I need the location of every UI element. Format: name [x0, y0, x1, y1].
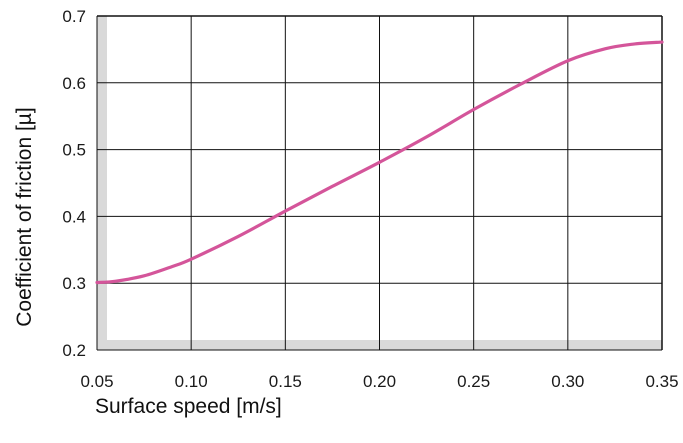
y-axis-label: Coefficient of friction [µ] [13, 107, 36, 326]
tick-labels: 0.05 0.10 0.15 0.20 0.25 0.30 0.35 0.2 0.3 0.4 0.5… [62, 7, 678, 391]
y-axis-band [97, 16, 107, 350]
series-layer [95, 40, 664, 285]
x-tick-label: 0.05 [80, 372, 113, 391]
y-tick-label: 0.4 [62, 207, 86, 226]
y-tick-label: 0.7 [62, 7, 86, 26]
x-tick-label: 0.15 [269, 372, 302, 391]
y-tick-label: 0.6 [62, 74, 86, 93]
x-axis-label: Surface speed [m/s] [95, 395, 282, 418]
y-tick-label: 0.3 [62, 274, 86, 293]
y-tick-label: 0.2 [62, 341, 86, 360]
x-tick-label: 0.25 [457, 372, 490, 391]
x-tick-label: 0.35 [645, 372, 678, 391]
series-line [95, 40, 664, 285]
x-tick-label: 0.20 [363, 372, 396, 391]
x-tick-label: 0.10 [175, 372, 208, 391]
grid [96, 15, 663, 351]
x-tick-label: 0.30 [551, 372, 584, 391]
y-tick-label: 0.5 [62, 141, 86, 160]
